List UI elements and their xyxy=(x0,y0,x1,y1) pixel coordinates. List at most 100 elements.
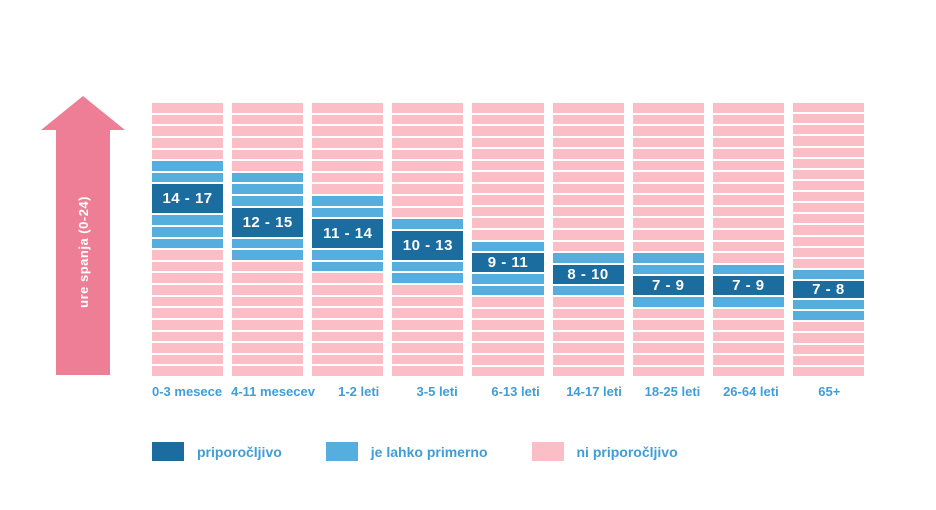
legend-label: je lahko primerno xyxy=(370,443,488,460)
not-recommended-cell xyxy=(392,184,464,194)
may-be-appropriate-cell xyxy=(552,253,624,263)
not-recommended-swatch xyxy=(531,442,564,461)
not-recommended-cell xyxy=(712,103,784,113)
not-recommended-cell xyxy=(712,126,784,136)
not-recommended-cell xyxy=(392,196,464,206)
not-recommended-cell xyxy=(712,230,784,240)
may-be-appropriate-cell xyxy=(152,215,224,225)
not-recommended-cell xyxy=(552,241,624,252)
not-recommended-cell xyxy=(792,214,864,224)
not-recommended-cell xyxy=(392,137,464,148)
not-recommended-cell xyxy=(792,355,864,365)
not-recommended-cell xyxy=(312,285,384,295)
not-recommended-cell xyxy=(712,308,784,319)
not-recommended-cell xyxy=(792,258,864,268)
not-recommended-cell xyxy=(232,296,304,307)
not-recommended-cell xyxy=(712,160,784,171)
not-recommended-cell xyxy=(152,273,224,283)
not-recommended-cell xyxy=(792,203,864,213)
not-recommended-cell xyxy=(152,354,224,365)
recommended-range-label: 10 - 13 xyxy=(402,236,453,254)
not-recommended-cell xyxy=(632,308,704,319)
may-be-appropriate-cell xyxy=(232,184,304,194)
y-axis-arrow: ure spanja (0-24) xyxy=(41,96,125,376)
not-recommended-cell xyxy=(152,343,224,353)
not-recommended-cell xyxy=(472,114,544,125)
not-recommended-cell xyxy=(152,261,224,272)
x-axis-category-label: 14-17 leti xyxy=(566,384,622,399)
not-recommended-cell xyxy=(312,354,384,365)
not-recommended-cell xyxy=(632,137,704,148)
may-be-appropriate-cell xyxy=(392,273,464,283)
not-recommended-cell xyxy=(712,241,784,252)
not-recommended-cell xyxy=(152,149,224,160)
columns-area: 14 - 17 12 - 15 11 - 14 10 - 13 9 - 11 8 - 10… xyxy=(152,103,864,377)
not-recommended-cell xyxy=(632,366,704,377)
not-recommended-cell xyxy=(392,149,464,160)
not-recommended-cell xyxy=(632,218,704,229)
x-axis-category-label: 18-25 leti xyxy=(644,384,701,399)
not-recommended-cell xyxy=(792,322,864,332)
not-recommended-cell xyxy=(472,183,544,194)
not-recommended-cell xyxy=(472,195,544,205)
x-axis-category-label: 1-2 leti xyxy=(338,384,380,399)
not-recommended-cell xyxy=(312,103,384,113)
not-recommended-cell xyxy=(152,308,224,318)
not-recommended-cell xyxy=(632,343,704,354)
may-be-appropriate-cell xyxy=(632,264,704,275)
recommended-range-label: 11 - 14 xyxy=(323,225,373,243)
may-be-appropriate-cell xyxy=(312,250,384,260)
recommended-range-label: 7 - 9 xyxy=(732,277,765,295)
not-recommended-cell xyxy=(552,320,624,330)
may-be-appropriate-cell xyxy=(392,219,464,229)
not-recommended-cell xyxy=(712,366,784,377)
not-recommended-cell xyxy=(312,273,384,283)
not-recommended-cell xyxy=(312,308,384,318)
may-be-appropriate-cell xyxy=(632,253,704,263)
not-recommended-cell xyxy=(712,149,784,159)
not-recommended-cell xyxy=(312,331,384,342)
recommended-range-label: 12 - 15 xyxy=(242,213,293,231)
may-be-appropriate-cell xyxy=(472,285,544,296)
not-recommended-cell xyxy=(392,285,464,295)
recommended-range-block: 11 - 14 xyxy=(312,219,384,249)
not-recommended-cell xyxy=(552,103,624,113)
recommended-range-label: 14 - 17 xyxy=(162,190,213,208)
may-be-appropriate-cell xyxy=(152,238,224,249)
not-recommended-cell xyxy=(632,160,704,171)
not-recommended-cell xyxy=(712,137,784,148)
not-recommended-cell xyxy=(552,149,624,159)
recommended-range-block: 10 - 13 xyxy=(392,230,464,260)
not-recommended-cell xyxy=(632,355,704,365)
recommended-range-block: 7 - 9 xyxy=(712,276,784,296)
not-recommended-cell xyxy=(232,114,304,125)
recommended-range-label: 7 - 9 xyxy=(651,277,685,295)
not-recommended-cell xyxy=(552,160,624,171)
not-recommended-cell xyxy=(312,366,384,376)
not-recommended-cell xyxy=(152,331,224,342)
not-recommended-cell xyxy=(152,114,224,125)
not-recommended-cell xyxy=(232,354,304,365)
not-recommended-cell xyxy=(552,126,624,136)
not-recommended-cell xyxy=(152,250,224,260)
legend: priporočljivo je lahko primerno ni pripo… xyxy=(152,442,678,461)
not-recommended-cell xyxy=(392,126,464,136)
not-recommended-cell xyxy=(392,114,464,125)
may-be-appropriate-cell xyxy=(312,261,384,272)
not-recommended-cell xyxy=(472,297,544,307)
not-recommended-cell xyxy=(312,137,384,148)
not-recommended-cell xyxy=(792,333,864,343)
age-column: 7 - 9 xyxy=(712,103,784,377)
recommended-range-block: 12 - 15 xyxy=(232,207,304,237)
legend-label: ni priporočljivo xyxy=(576,443,678,460)
not-recommended-cell xyxy=(792,247,864,257)
not-recommended-cell xyxy=(552,172,624,182)
not-recommended-cell xyxy=(232,137,304,148)
not-recommended-cell xyxy=(632,241,704,252)
not-recommended-cell xyxy=(632,331,704,342)
recommended-range-block: 7 - 8 xyxy=(792,281,864,298)
may-be-appropriate-cell xyxy=(472,241,544,252)
may-be-appropriate-cell xyxy=(392,261,464,272)
not-recommended-cell xyxy=(392,331,464,342)
may-be-appropriate-cell xyxy=(152,226,224,237)
